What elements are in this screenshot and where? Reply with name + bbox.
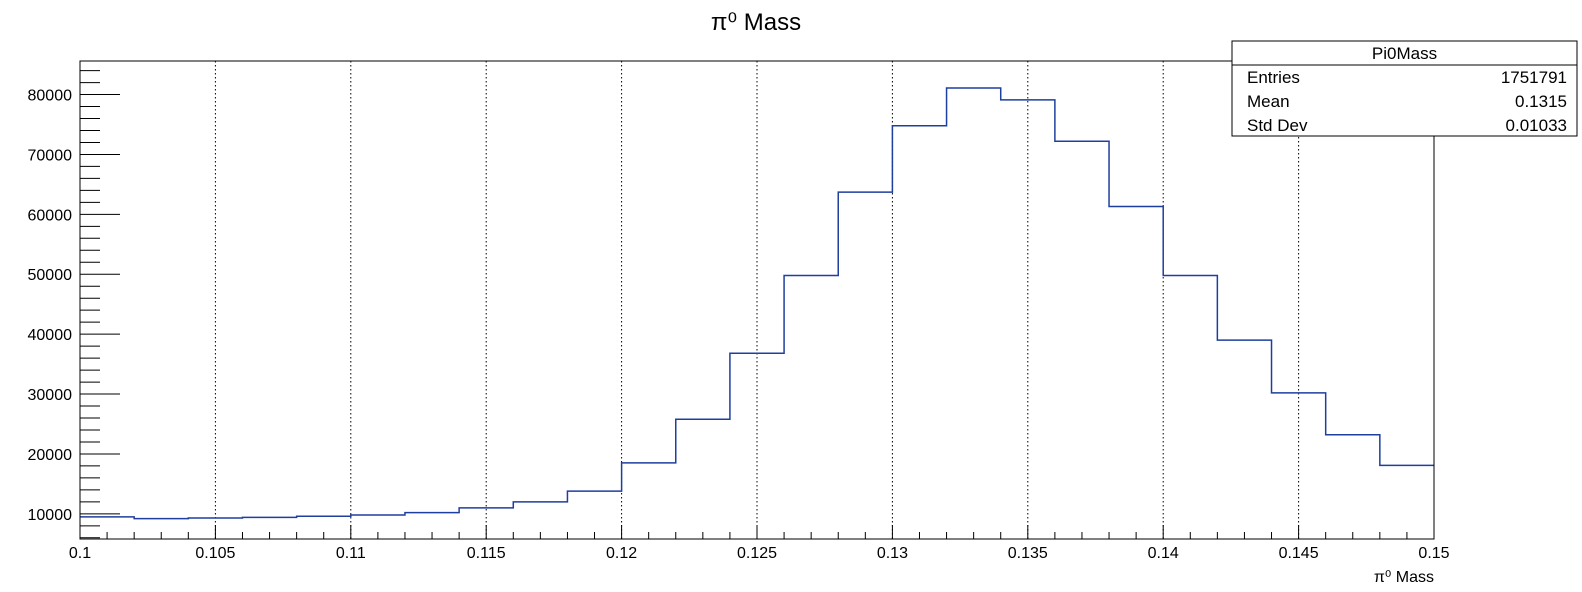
y-tick-label: 10000 (28, 507, 73, 524)
x-tick-label: 0.115 (467, 545, 506, 562)
x-tick-label: 0.14 (1148, 545, 1179, 562)
x-tick-label: 0.125 (737, 545, 777, 562)
stats-row-label: Std Dev (1247, 116, 1308, 135)
x-tick-label: 0.105 (195, 545, 235, 562)
x-tick-label: 0.12 (606, 545, 637, 562)
y-axis-ticks: 10000 20000 30000 40000 50000 60000 70000 80000 (28, 70, 120, 539)
x-axis-title: π⁰ Mass (1374, 569, 1434, 586)
x-tick-label: 0.145 (1279, 545, 1319, 562)
y-tick-label: 30000 (28, 387, 73, 404)
x-tick-label: 0.15 (1418, 545, 1449, 562)
stats-box-frame (1231, 40, 1578, 137)
gridlines (214, 61, 1300, 539)
stats-row-label: Entries (1247, 68, 1300, 87)
stats-box-title: Pi0Mass (1372, 44, 1437, 63)
stats-box: Pi0Mass Entries 1751791 Mean 0.1315 Std Dev 0… (1231, 40, 1578, 137)
y-tick-label: 40000 (28, 327, 73, 344)
stats-box-rows: Entries 1751791 Mean 0.1315 Std Dev 0.01033 (1247, 68, 1567, 135)
stats-row-value: 0.1315 (1515, 92, 1567, 111)
stats-row-value: 0.01033 (1506, 116, 1567, 135)
x-tick-label: 0.13 (877, 545, 908, 562)
y-tick-label: 70000 (28, 147, 73, 164)
y-tick-label: 20000 (28, 447, 73, 464)
x-tick-label: 0.11 (336, 545, 366, 562)
stats-row-label: Mean (1247, 92, 1290, 111)
y-tick-label: 60000 (28, 207, 73, 224)
x-tick-label: 0.1 (69, 545, 91, 562)
x-axis-ticks: 0.1 0.105 0.11 0.115 0.12 0.125 0.13 0.135 0.14 0… (69, 525, 1450, 562)
y-tick-label: 80000 (28, 88, 73, 105)
y-tick-label: 50000 (28, 267, 73, 284)
stats-row-value: 1751791 (1501, 68, 1567, 87)
histogram-series (80, 87, 1434, 520)
x-tick-label: 0.135 (1008, 545, 1048, 562)
chart-title: π⁰ Mass (711, 9, 801, 36)
plot-frame (79, 60, 1435, 540)
